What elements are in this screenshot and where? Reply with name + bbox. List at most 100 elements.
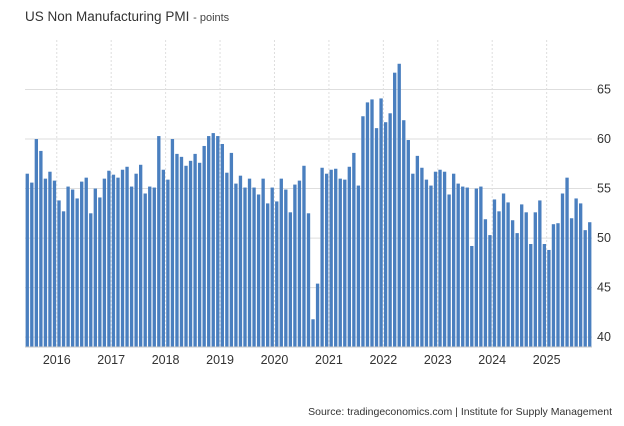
bar	[501, 193, 506, 347]
x-tick-label: 2021	[315, 353, 343, 367]
bar	[479, 186, 483, 347]
bar	[279, 178, 283, 347]
bar	[293, 184, 297, 347]
bar	[365, 102, 370, 347]
bar	[461, 186, 465, 347]
bar	[315, 283, 320, 347]
y-tick-label: 60	[597, 132, 611, 146]
bar	[411, 173, 415, 347]
x-tick-label: 2024	[478, 353, 506, 367]
y-tick-label: 65	[597, 83, 611, 97]
bar	[39, 150, 43, 347]
chart-title-text: US Non Manufacturing PMI	[25, 9, 190, 24]
bar	[406, 140, 410, 347]
bar	[424, 179, 429, 347]
bar	[25, 173, 29, 347]
bar	[66, 186, 70, 347]
bar	[116, 177, 120, 347]
bar	[157, 136, 161, 347]
bar	[556, 223, 560, 347]
x-tick-label: 2020	[261, 353, 289, 367]
bar	[243, 187, 247, 347]
bar	[152, 187, 156, 347]
x-tick-label: 2025	[533, 353, 561, 367]
bar	[538, 200, 542, 347]
bar	[143, 193, 147, 347]
bar	[393, 72, 397, 347]
x-tick-label: 2023	[424, 353, 452, 367]
bar	[302, 165, 306, 347]
bar	[483, 219, 488, 347]
bar	[588, 222, 592, 347]
bar	[202, 145, 206, 347]
bar	[266, 203, 270, 347]
bar	[320, 167, 324, 347]
x-tick-label: 2017	[97, 353, 125, 367]
bar	[352, 152, 356, 347]
bar	[225, 172, 229, 347]
bar	[270, 187, 274, 347]
bar	[311, 319, 315, 347]
bar	[388, 113, 392, 347]
bar	[70, 189, 75, 347]
bar	[197, 162, 202, 347]
bar	[170, 139, 175, 347]
bar	[84, 177, 88, 347]
bar	[80, 181, 84, 347]
bar	[529, 244, 533, 347]
bar	[383, 122, 388, 347]
bar	[547, 249, 551, 347]
bar	[356, 185, 361, 347]
bar	[48, 171, 52, 347]
bar	[520, 204, 524, 347]
bar	[193, 153, 197, 347]
bar	[583, 230, 587, 347]
bar	[275, 201, 279, 347]
bar	[374, 128, 379, 347]
bar	[361, 116, 365, 347]
bar	[57, 200, 61, 347]
bar	[497, 211, 501, 347]
bar	[456, 183, 460, 347]
bar	[578, 203, 583, 347]
bar	[438, 169, 442, 347]
bar	[247, 178, 252, 347]
bar	[338, 178, 342, 347]
bar	[288, 212, 293, 347]
bar	[98, 197, 102, 347]
bar	[161, 169, 166, 347]
bar	[207, 136, 211, 347]
chart-unit: points	[199, 12, 230, 24]
bar	[175, 153, 179, 347]
y-tick-label: 55	[597, 182, 611, 196]
bar	[524, 212, 528, 347]
bar	[129, 186, 134, 347]
y-tick-label: 45	[597, 281, 611, 295]
bar	[442, 171, 447, 347]
bar	[102, 178, 107, 347]
bar	[506, 202, 510, 347]
bar	[429, 185, 433, 347]
x-tick-label: 2018	[152, 353, 180, 367]
bar	[252, 187, 256, 347]
bar	[216, 136, 220, 347]
bar	[433, 171, 438, 347]
y-tick-label: 50	[597, 231, 611, 245]
bar	[284, 189, 288, 347]
bar	[560, 193, 565, 347]
bar	[89, 213, 93, 347]
bar	[234, 183, 238, 347]
bar	[420, 167, 424, 347]
bar	[34, 139, 39, 347]
bar	[306, 213, 311, 347]
x-tick-label: 2016	[43, 353, 71, 367]
bar	[402, 120, 406, 347]
bar	[329, 169, 333, 347]
bar	[297, 180, 302, 347]
x-tick-label: 2022	[369, 353, 397, 367]
bar	[238, 175, 243, 347]
bar	[261, 178, 265, 347]
bar	[107, 170, 111, 347]
bar	[542, 244, 547, 347]
